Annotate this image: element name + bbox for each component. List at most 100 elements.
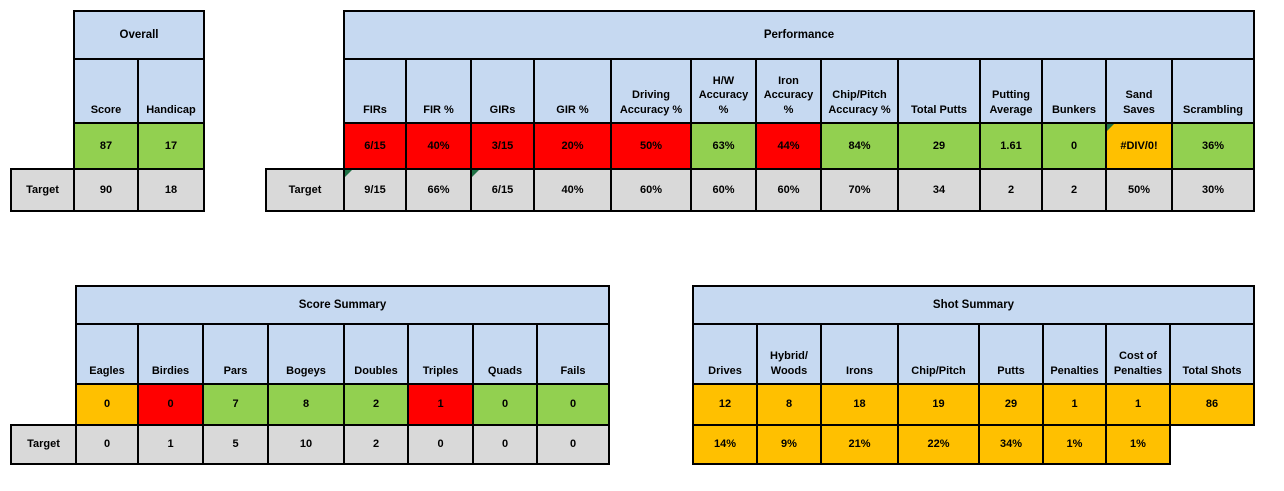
cell-performance-driving-accuracy-pct-value[interactable]: 50% [610, 122, 692, 170]
table-title-performance[interactable]: Performance [343, 10, 1255, 60]
cell-score-summary-triples-target[interactable]: 0 [407, 424, 474, 465]
table-title-score-summary[interactable]: Score Summary [75, 285, 610, 325]
cell-score-summary-birdies-value[interactable]: 0 [137, 383, 204, 426]
cell-performance-total-putts-target[interactable]: 34 [897, 168, 981, 212]
cell-performance-scrambling-target[interactable]: 30% [1171, 168, 1255, 212]
header-score-summary-triples[interactable]: Triples [407, 323, 474, 385]
cell-shot-summary-drives-value[interactable]: 12 [692, 383, 758, 426]
header-score-summary-bogeys[interactable]: Bogeys [267, 323, 345, 385]
header-score-summary-doubles[interactable]: Doubles [343, 323, 409, 385]
header-performance-hw-accuracy-pct[interactable]: H/​W Accuracy % [690, 58, 757, 124]
cell-performance-scrambling-value[interactable]: 36% [1171, 122, 1255, 170]
header-performance-scrambling[interactable]: Scrambling [1171, 58, 1255, 124]
cell-overall-score-target[interactable]: 90 [73, 168, 139, 212]
cell-score-summary-quads-target[interactable]: 0 [472, 424, 538, 465]
target-label-overall[interactable]: Target [10, 168, 75, 212]
header-performance-total-putts[interactable]: Total Putts [897, 58, 981, 124]
cell-performance-gir-pct-value[interactable]: 20% [533, 122, 612, 170]
cell-shot-summary-putts-pct[interactable]: 34% [978, 424, 1044, 465]
header-performance-chip-pitch-accuracy-pct[interactable]: Chip/​Pitch Accuracy % [820, 58, 899, 124]
header-shot-summary-chip-pitch[interactable]: Chip/​Pitch [897, 323, 980, 385]
header-performance-fir-pct[interactable]: FIR % [405, 58, 472, 124]
header-shot-summary-irons[interactable]: Irons [820, 323, 899, 385]
cell-performance-bunkers-value[interactable]: 0 [1041, 122, 1107, 170]
header-performance-girs[interactable]: GIRs [470, 58, 535, 124]
cell-shot-summary-penalties-pct[interactable]: 1% [1042, 424, 1107, 465]
cell-performance-girs-target[interactable]: 6/15 [470, 168, 535, 212]
cell-performance-sand-saves-value[interactable]: #DIV/0! [1105, 122, 1173, 170]
cell-shot-summary-hybrid-woods-value[interactable]: 8 [756, 383, 822, 426]
header-shot-summary-hybrid-woods[interactable]: Hybrid/​Woods [756, 323, 822, 385]
cell-performance-sand-saves-target[interactable]: 50% [1105, 168, 1173, 212]
cell-performance-chip-pitch-accuracy-pct-target[interactable]: 70% [820, 168, 899, 212]
header-performance-firs[interactable]: FIRs [343, 58, 407, 124]
cell-performance-putting-average-value[interactable]: 1.61 [979, 122, 1043, 170]
header-performance-putting-average[interactable]: Putting Average [979, 58, 1043, 124]
cell-overall-handicap-value[interactable]: 17 [137, 122, 205, 170]
cell-score-summary-eagles-value[interactable]: 0 [75, 383, 139, 426]
cell-shot-summary-cost-of-penalties-pct[interactable]: 1% [1105, 424, 1171, 465]
cell-performance-firs-target[interactable]: 9/15 [343, 168, 407, 212]
cell-score-summary-birdies-target[interactable]: 1 [137, 424, 204, 465]
header-overall-score[interactable]: Score [73, 58, 139, 124]
cell-performance-chip-pitch-accuracy-pct-value[interactable]: 84% [820, 122, 899, 170]
header-overall-handicap[interactable]: Handicap [137, 58, 205, 124]
cell-shot-summary-penalties-value[interactable]: 1 [1042, 383, 1107, 426]
header-score-summary-eagles[interactable]: Eagles [75, 323, 139, 385]
cell-overall-handicap-target[interactable]: 18 [137, 168, 205, 212]
header-shot-summary-putts[interactable]: Putts [978, 323, 1044, 385]
header-shot-summary-drives[interactable]: Drives [692, 323, 758, 385]
cell-shot-summary-chip-pitch-pct[interactable]: 22% [897, 424, 980, 465]
table-title-shot-summary[interactable]: Shot Summary [692, 285, 1255, 325]
cell-performance-fir-pct-value[interactable]: 40% [405, 122, 472, 170]
header-score-summary-pars[interactable]: Pars [202, 323, 269, 385]
cell-performance-bunkers-target[interactable]: 2 [1041, 168, 1107, 212]
cell-shot-summary-hybrid-woods-pct[interactable]: 9% [756, 424, 822, 465]
cell-score-summary-triples-value[interactable]: 1 [407, 383, 474, 426]
cell-performance-driving-accuracy-pct-target[interactable]: 60% [610, 168, 692, 212]
cell-score-summary-bogeys-target[interactable]: 10 [267, 424, 345, 465]
cell-shot-summary-irons-pct[interactable]: 21% [820, 424, 899, 465]
cell-performance-hw-accuracy-pct-value[interactable]: 63% [690, 122, 757, 170]
cell-score-summary-fails-value[interactable]: 0 [536, 383, 610, 426]
cell-score-summary-bogeys-value[interactable]: 8 [267, 383, 345, 426]
header-shot-summary-penalties[interactable]: Penalties [1042, 323, 1107, 385]
cell-shot-summary-drives-pct[interactable]: 14% [692, 424, 758, 465]
header-shot-summary-total-shots[interactable]: Total Shots [1169, 323, 1255, 385]
cell-shot-summary-chip-pitch-value[interactable]: 19 [897, 383, 980, 426]
cell-shot-summary-irons-value[interactable]: 18 [820, 383, 899, 426]
cell-shot-summary-total-shots-value[interactable]: 86 [1169, 383, 1255, 426]
cell-score-summary-fails-target[interactable]: 0 [536, 424, 610, 465]
cell-performance-putting-average-target[interactable]: 2 [979, 168, 1043, 212]
cell-performance-girs-value[interactable]: 3/15 [470, 122, 535, 170]
header-score-summary-quads[interactable]: Quads [472, 323, 538, 385]
header-performance-gir-pct[interactable]: GIR % [533, 58, 612, 124]
header-shot-summary-cost-of-penalties[interactable]: Cost of Penalties [1105, 323, 1171, 385]
header-performance-driving-accuracy-pct[interactable]: Driving Accuracy % [610, 58, 692, 124]
cell-score-summary-doubles-value[interactable]: 2 [343, 383, 409, 426]
cell-performance-iron-accuracy-pct-value[interactable]: 44% [755, 122, 822, 170]
cell-score-summary-pars-target[interactable]: 5 [202, 424, 269, 465]
cell-performance-iron-accuracy-pct-target[interactable]: 60% [755, 168, 822, 212]
header-performance-iron-accuracy-pct[interactable]: Iron Accuracy % [755, 58, 822, 124]
target-label-performance[interactable]: Target [265, 168, 345, 212]
cell-score-summary-pars-value[interactable]: 7 [202, 383, 269, 426]
cell-performance-gir-pct-target[interactable]: 40% [533, 168, 612, 212]
header-score-summary-fails[interactable]: Fails [536, 323, 610, 385]
cell-performance-fir-pct-target[interactable]: 66% [405, 168, 472, 212]
header-performance-bunkers[interactable]: Bunkers [1041, 58, 1107, 124]
cell-shot-summary-putts-value[interactable]: 29 [978, 383, 1044, 426]
performance-grid: Performance FIRs FIR % GIRs GIR % Driving Acc… [265, 10, 1255, 212]
cell-performance-firs-value[interactable]: 6/15 [343, 122, 407, 170]
table-title-overall[interactable]: Overall [73, 10, 205, 60]
header-score-summary-birdies[interactable]: Birdies [137, 323, 204, 385]
cell-overall-score-value[interactable]: 87 [73, 122, 139, 170]
header-performance-sand-saves[interactable]: Sand Saves [1105, 58, 1173, 124]
cell-performance-total-putts-value[interactable]: 29 [897, 122, 981, 170]
cell-shot-summary-cost-of-penalties-value[interactable]: 1 [1105, 383, 1171, 426]
cell-score-summary-quads-value[interactable]: 0 [472, 383, 538, 426]
cell-score-summary-eagles-target[interactable]: 0 [75, 424, 139, 465]
target-label-score-summary[interactable]: Target [10, 424, 77, 465]
cell-performance-hw-accuracy-pct-target[interactable]: 60% [690, 168, 757, 212]
cell-score-summary-doubles-target[interactable]: 2 [343, 424, 409, 465]
